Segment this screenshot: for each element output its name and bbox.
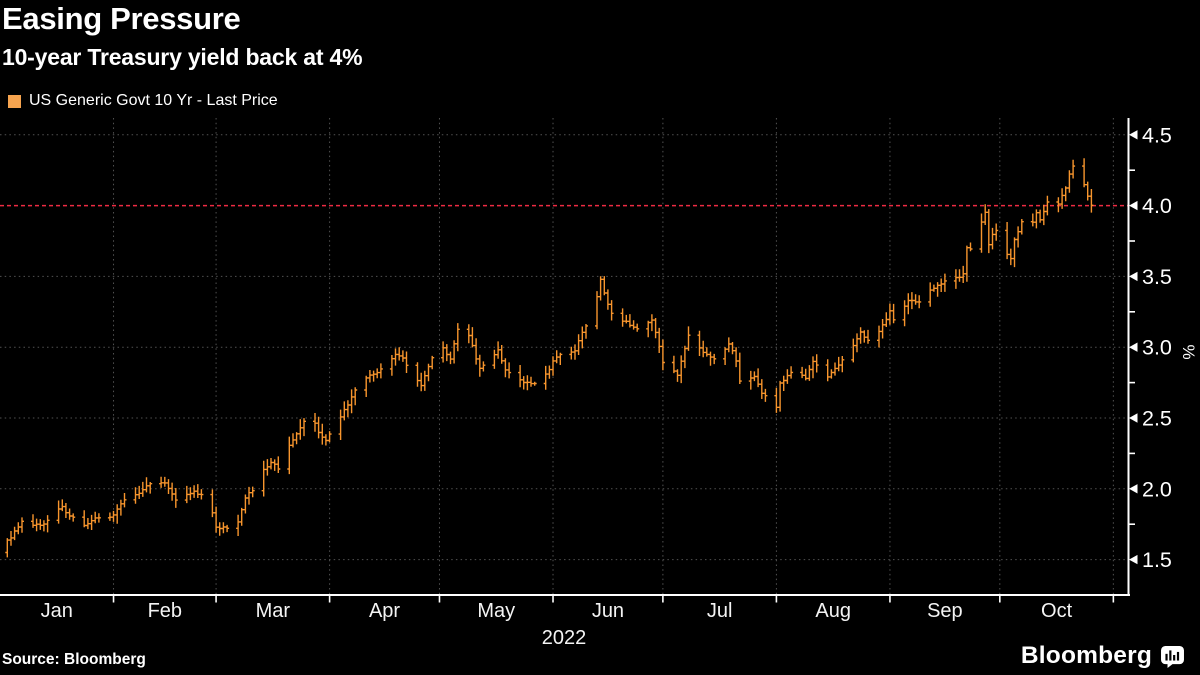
legend: US Generic Govt 10 Yr - Last Price xyxy=(8,92,278,110)
x-axis-year-label: 2022 xyxy=(542,627,587,649)
x-axis-month-label: May xyxy=(477,600,515,622)
source-note: Source: Bloomberg xyxy=(2,651,146,668)
y-axis-arrow-tick xyxy=(1129,200,1138,211)
bloomberg-terminal-icon xyxy=(1161,646,1184,668)
x-axis-month-label: Mar xyxy=(256,600,291,622)
y-axis-arrow-tick xyxy=(1129,130,1138,140)
y-axis-arrow-tick xyxy=(1129,271,1138,282)
legend-swatch-icon xyxy=(8,94,21,108)
y-axis-tick-label: 1.5 xyxy=(1142,548,1172,572)
x-axis-month-label: Jun xyxy=(592,600,624,622)
x-axis-month-label: Feb xyxy=(148,600,182,622)
y-axis-arrow-tick xyxy=(1129,413,1138,423)
bloomberg-logo: Bloomberg xyxy=(1021,642,1184,670)
y-axis-arrow-tick xyxy=(1129,484,1138,494)
yield-price-line xyxy=(5,158,1094,558)
x-axis-month-label: Jul xyxy=(707,600,733,622)
page-subtitle: 10-year Treasury yield back at 4% xyxy=(2,44,363,70)
legend-label: US Generic Govt 10 Yr - Last Price xyxy=(29,92,278,109)
y-axis-tick-label: 4.5 xyxy=(1142,123,1172,147)
y-axis-arrow-tick xyxy=(1129,554,1138,565)
x-axis-month-label: Apr xyxy=(369,600,400,622)
x-axis-month-label: Aug xyxy=(815,600,851,622)
x-axis-month-label: Sep xyxy=(927,600,963,622)
y-axis-tick-label: 4.0 xyxy=(1142,194,1172,218)
y-axis-tick-label: 2.5 xyxy=(1142,407,1172,431)
x-axis-month-label: Jan xyxy=(41,600,73,622)
y-axis-unit-label: % xyxy=(1179,344,1198,359)
bloomberg-wordmark: Bloomberg xyxy=(1020,642,1152,669)
y-axis-tick-label: 2.0 xyxy=(1142,477,1172,501)
y-axis-arrow-tick xyxy=(1129,342,1138,352)
y-axis-tick-label: 3.5 xyxy=(1142,265,1172,289)
x-axis-month-label: Oct xyxy=(1041,600,1073,622)
y-axis-tick-label: 3.0 xyxy=(1142,336,1172,360)
page-title: Easing Pressure xyxy=(2,1,241,36)
